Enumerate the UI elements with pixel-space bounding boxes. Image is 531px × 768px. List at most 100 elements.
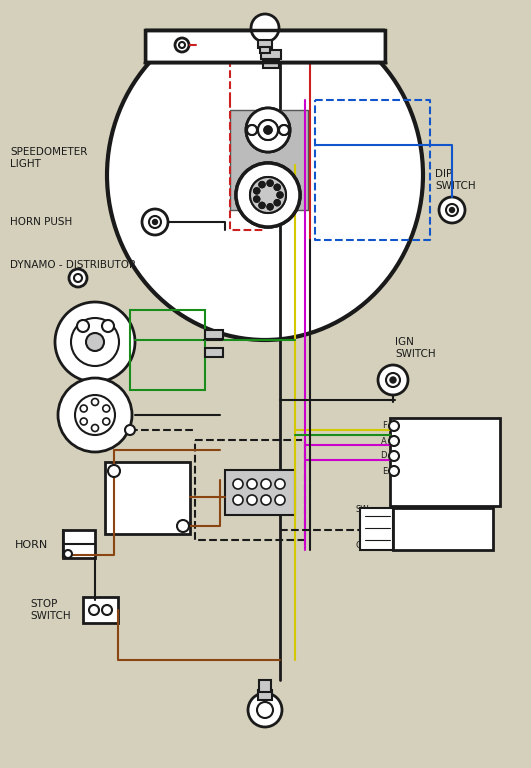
Bar xyxy=(261,50,281,59)
Circle shape xyxy=(274,200,280,206)
Circle shape xyxy=(233,495,243,505)
Bar xyxy=(225,470,295,515)
Text: A: A xyxy=(381,436,387,445)
Bar xyxy=(0,0,145,62)
Text: SW: SW xyxy=(356,505,370,515)
Circle shape xyxy=(389,451,399,461)
Circle shape xyxy=(275,479,285,489)
Text: HORN PUSH: HORN PUSH xyxy=(10,217,72,227)
Circle shape xyxy=(177,520,189,532)
Bar xyxy=(260,47,270,53)
Text: F: F xyxy=(382,422,387,431)
Circle shape xyxy=(389,436,399,446)
Circle shape xyxy=(254,196,260,202)
Circle shape xyxy=(179,42,185,48)
Bar xyxy=(259,680,271,692)
Circle shape xyxy=(274,200,280,206)
Circle shape xyxy=(80,418,87,425)
Circle shape xyxy=(277,192,283,198)
Circle shape xyxy=(175,38,189,52)
Circle shape xyxy=(251,14,279,42)
Bar xyxy=(205,330,223,339)
Circle shape xyxy=(91,399,98,406)
Circle shape xyxy=(274,184,280,190)
Circle shape xyxy=(259,203,265,208)
Circle shape xyxy=(246,108,290,152)
Text: STOP
SWITCH: STOP SWITCH xyxy=(30,599,71,621)
Circle shape xyxy=(102,320,114,332)
Circle shape xyxy=(264,126,272,134)
Text: CB: CB xyxy=(356,541,368,549)
Circle shape xyxy=(102,605,112,615)
Circle shape xyxy=(389,466,399,476)
Circle shape xyxy=(264,126,272,134)
Circle shape xyxy=(279,125,289,135)
Circle shape xyxy=(389,421,399,431)
Circle shape xyxy=(390,377,396,383)
Circle shape xyxy=(378,365,408,395)
Bar xyxy=(393,508,493,550)
Circle shape xyxy=(247,479,257,489)
Bar xyxy=(146,0,384,62)
Circle shape xyxy=(75,395,115,435)
Bar xyxy=(205,348,223,357)
Circle shape xyxy=(277,192,283,198)
Circle shape xyxy=(279,125,289,135)
Bar xyxy=(263,60,279,68)
Circle shape xyxy=(86,333,104,351)
Circle shape xyxy=(91,425,98,432)
Bar xyxy=(145,30,385,62)
Bar xyxy=(105,462,190,534)
Circle shape xyxy=(64,550,72,558)
Circle shape xyxy=(74,274,82,282)
Circle shape xyxy=(149,216,161,228)
Circle shape xyxy=(261,479,271,489)
Circle shape xyxy=(267,180,273,186)
Bar xyxy=(390,418,500,506)
Circle shape xyxy=(254,188,260,194)
Circle shape xyxy=(254,188,260,194)
Circle shape xyxy=(250,177,286,213)
Circle shape xyxy=(247,125,257,135)
Circle shape xyxy=(258,120,278,140)
Circle shape xyxy=(259,181,265,187)
Text: COIL: COIL xyxy=(429,522,458,535)
Circle shape xyxy=(386,373,400,387)
Bar xyxy=(230,110,308,210)
Circle shape xyxy=(275,495,285,505)
Bar xyxy=(130,310,205,390)
Text: DIP
SWITCH: DIP SWITCH xyxy=(435,169,476,190)
Circle shape xyxy=(125,425,135,435)
Bar xyxy=(360,508,393,550)
Circle shape xyxy=(108,465,120,477)
Bar xyxy=(145,30,385,62)
Bar xyxy=(195,440,305,540)
Circle shape xyxy=(103,418,110,425)
Circle shape xyxy=(80,405,87,412)
Circle shape xyxy=(246,108,290,152)
Circle shape xyxy=(142,209,168,235)
Circle shape xyxy=(254,196,260,202)
Circle shape xyxy=(257,702,273,718)
Bar xyxy=(258,690,272,700)
Text: D: D xyxy=(381,452,387,461)
Circle shape xyxy=(258,120,278,140)
Circle shape xyxy=(69,269,87,287)
Circle shape xyxy=(450,207,455,213)
Circle shape xyxy=(77,320,89,332)
Circle shape xyxy=(446,204,458,216)
Circle shape xyxy=(152,220,158,224)
Circle shape xyxy=(248,693,282,727)
Circle shape xyxy=(103,405,110,412)
Circle shape xyxy=(250,177,286,213)
Text: BATTERY: BATTERY xyxy=(142,477,152,519)
Text: SPEEDOMETER
LIGHT: SPEEDOMETER LIGHT xyxy=(10,147,88,169)
Circle shape xyxy=(261,495,271,505)
Bar xyxy=(385,0,531,62)
Circle shape xyxy=(58,378,132,452)
Circle shape xyxy=(247,125,257,135)
Circle shape xyxy=(247,495,257,505)
Bar xyxy=(258,40,272,48)
Circle shape xyxy=(233,479,243,489)
Circle shape xyxy=(267,180,273,186)
